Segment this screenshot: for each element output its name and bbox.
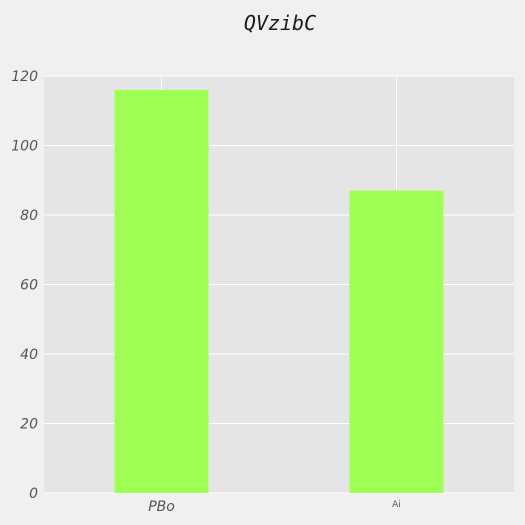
x-axis-ticks: PBo Ai: [148, 499, 401, 515]
chart-title: QVzibC: [244, 11, 316, 35]
y-tick-label: 20: [20, 417, 38, 433]
bar-pbo: [114, 89, 209, 494]
bars: [114, 89, 444, 494]
x-tick-label: PBo: [148, 499, 175, 515]
bar-ai: [349, 190, 444, 494]
x-tick-label: Ai: [392, 500, 401, 510]
y-tick-label: 60: [20, 278, 38, 294]
y-tick-label: 40: [20, 347, 38, 363]
y-tick-label: 80: [20, 208, 38, 224]
y-axis-ticks: 0 20 40 60 80 100 120: [11, 69, 38, 502]
y-tick-label: 120: [11, 69, 38, 85]
y-tick-label: 0: [29, 486, 38, 502]
y-tick-label: 100: [11, 139, 38, 155]
